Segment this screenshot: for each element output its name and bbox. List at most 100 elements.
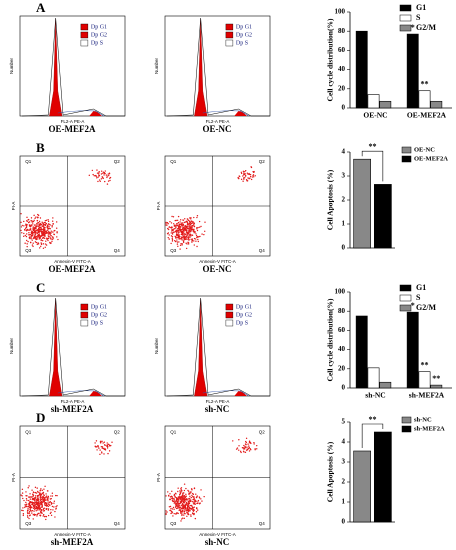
event-dot (55, 227, 58, 229)
event-dot (42, 492, 44, 495)
event-dot (173, 497, 175, 500)
event-dot (98, 174, 100, 177)
event-dot (35, 495, 37, 497)
event-dot (26, 515, 29, 517)
event-dot (190, 225, 193, 227)
event-dot (183, 498, 185, 501)
event-dot (37, 506, 40, 508)
event-dot (42, 231, 44, 234)
event-dot (37, 512, 39, 515)
event-dot (106, 442, 108, 444)
event-dot (171, 240, 174, 242)
event-dot (180, 233, 183, 236)
event-dot (175, 219, 177, 222)
event-dot (173, 493, 176, 496)
legend-label: Dp G2 (91, 32, 107, 38)
event-dot (36, 490, 39, 493)
event-dot (187, 505, 189, 507)
event-dot (184, 508, 186, 510)
event-dot (167, 494, 170, 497)
event-dot (36, 243, 38, 246)
event-dot (93, 175, 95, 177)
event-dot (42, 229, 44, 231)
panel-label: A (36, 0, 46, 15)
event-dot (98, 173, 100, 175)
event-dot (171, 237, 173, 240)
event-dot (175, 225, 177, 227)
event-dot (21, 509, 23, 512)
quadrant-label: Q3 (25, 521, 32, 526)
y-tick-label: 1 (342, 220, 346, 228)
event-dot (203, 495, 205, 498)
y-tick-label: 0 (342, 518, 346, 526)
event-dot (186, 509, 188, 512)
event-dot (195, 507, 198, 509)
event-dot (53, 230, 55, 232)
legend-label: sh-NC (414, 416, 432, 423)
event-dot (21, 232, 23, 234)
event-dot (34, 237, 36, 240)
event-dot (195, 500, 197, 502)
event-dot (27, 516, 29, 519)
quadrant-label: Q1 (25, 159, 32, 164)
event-dot (31, 232, 33, 235)
event-dot (33, 504, 36, 507)
event-dot (54, 516, 56, 518)
significance-mark: * (411, 23, 415, 32)
event-dot (178, 234, 180, 236)
event-dot (251, 176, 254, 178)
event-dot (29, 514, 31, 517)
y-tick-label: 3 (342, 458, 346, 466)
event-dot (34, 513, 37, 516)
event-dot (34, 501, 36, 503)
legend-label: S (416, 293, 421, 302)
event-dot (183, 235, 186, 237)
legend-swatch (399, 24, 412, 32)
quadrant-label: Q3 (170, 521, 177, 526)
event-dot (193, 216, 195, 219)
event-dot (31, 225, 33, 227)
event-dot (25, 226, 28, 229)
bar (418, 90, 431, 109)
event-dot (34, 236, 36, 238)
event-dot (22, 497, 24, 500)
event-dot (24, 229, 26, 231)
event-dot (174, 227, 176, 230)
event-dot (28, 221, 31, 223)
event-dot (176, 241, 179, 243)
legend-swatch (225, 31, 234, 39)
event-dot (181, 243, 183, 245)
event-dot (98, 179, 101, 181)
event-dot (184, 506, 186, 508)
event-dot (185, 229, 187, 231)
significance-bracket (361, 423, 384, 448)
event-dot (185, 504, 187, 506)
event-dot (171, 499, 174, 502)
event-dot (37, 496, 39, 498)
event-dot (188, 222, 191, 225)
event-dot (32, 514, 34, 516)
legend-label: Dp S (91, 320, 103, 326)
event-dot (196, 496, 198, 498)
event-dot (31, 234, 33, 237)
sample-caption: OE-MEF2A (49, 264, 96, 274)
event-dot (173, 508, 175, 510)
event-dot (182, 230, 185, 232)
event-dot (189, 495, 191, 498)
event-dot (177, 215, 180, 218)
event-dot (176, 219, 179, 222)
event-dot (27, 240, 29, 243)
event-dot (56, 236, 58, 238)
event-dot (185, 247, 188, 250)
event-dot (23, 225, 25, 227)
event-dot (178, 224, 180, 227)
event-dot (191, 239, 194, 242)
legend-label: Dp G2 (91, 312, 107, 318)
event-dot (47, 495, 50, 498)
event-dot (98, 172, 100, 174)
event-dot (169, 493, 171, 495)
significance-bracket (361, 150, 384, 182)
event-dot (188, 227, 190, 230)
event-dot (29, 493, 31, 495)
event-dot (190, 217, 192, 219)
